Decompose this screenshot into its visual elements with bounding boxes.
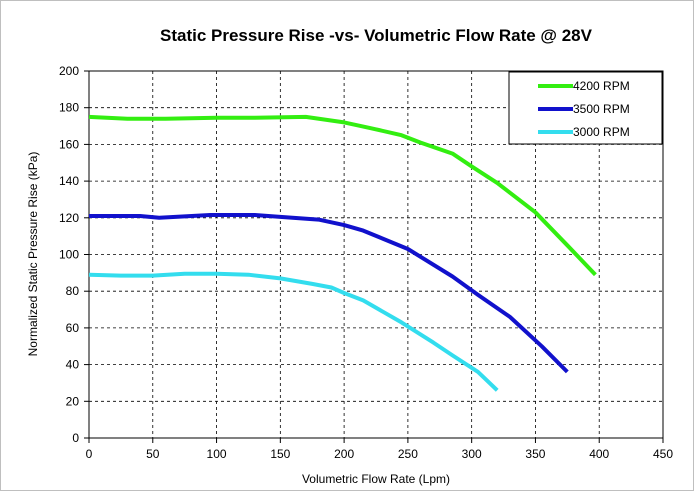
x-tick-label: 350 — [525, 447, 545, 461]
series-line-3000-rpm — [88, 271, 499, 392]
chart-title: Static Pressure Rise -vs- Volumetric Flo… — [160, 26, 593, 45]
y-axis-title: Normalized Static Pressure Rise (kPa) — [26, 152, 40, 357]
y-tick-label: 160 — [59, 137, 79, 151]
y-tick-label: 180 — [59, 101, 79, 115]
x-tick-label: 400 — [589, 447, 609, 461]
x-tick-label: 0 — [86, 447, 93, 461]
x-axis-title: Volumetric Flow Rate (Lpm) — [302, 472, 450, 486]
series-line-4200-rpm — [88, 114, 597, 277]
y-tick-label: 200 — [59, 64, 79, 78]
x-tick-label: 250 — [398, 447, 418, 461]
series-layer — [88, 114, 597, 392]
y-tick-label: 120 — [59, 211, 79, 225]
legend-box — [508, 71, 663, 145]
legend: 4200 RPM 3500 RPM 3000 RPM — [508, 71, 663, 145]
y-tick-label: 20 — [66, 394, 80, 408]
x-tick-label: 200 — [334, 447, 354, 461]
x-tick-label: 450 — [653, 447, 673, 461]
x-tick-label: 100 — [207, 447, 227, 461]
x-tick-label: 300 — [462, 447, 482, 461]
y-tick-label: 40 — [66, 358, 80, 372]
series-line-3500-rpm — [89, 213, 569, 374]
legend-label: 4200 RPM — [573, 79, 630, 93]
legend-label: 3000 RPM — [573, 125, 630, 139]
y-tick-label: 60 — [66, 321, 80, 335]
y-tick-label: 0 — [72, 431, 79, 445]
x-tick-label: 150 — [270, 447, 290, 461]
x-axis: 0 50 100 150 200 250 300 350 400 450 — [86, 438, 673, 461]
y-tick-label: 140 — [59, 174, 79, 188]
legend-label: 3500 RPM — [573, 102, 630, 116]
y-tick-label: 100 — [59, 248, 79, 262]
y-tick-label: 80 — [66, 284, 80, 298]
y-axis: 0 20 40 60 80 100 120 140 160 180 200 — [59, 64, 89, 445]
x-tick-label: 50 — [146, 447, 160, 461]
